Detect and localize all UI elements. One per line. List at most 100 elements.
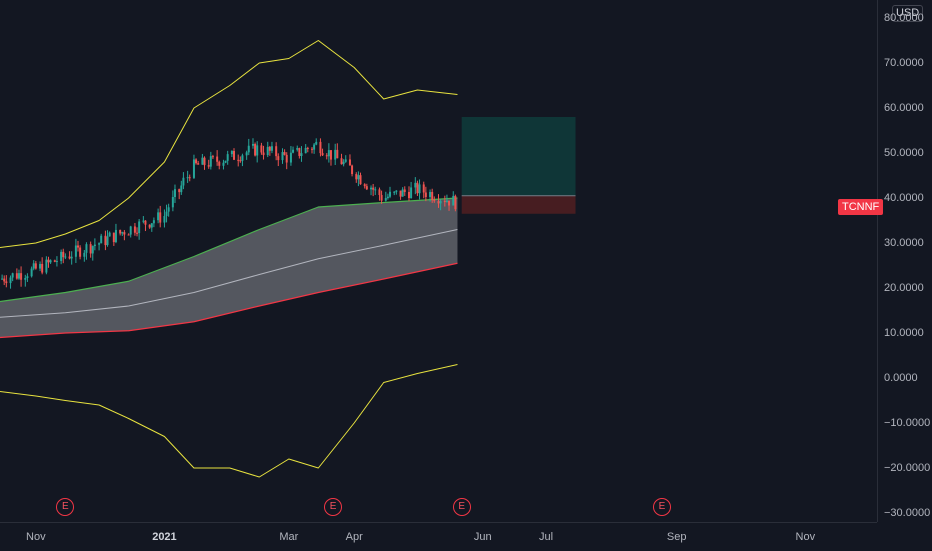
candle-body	[207, 165, 210, 167]
candle-body	[403, 189, 406, 192]
candle-body	[201, 157, 204, 165]
channel-upper-line	[0, 197, 458, 303]
candle-body	[138, 221, 141, 234]
candle-body	[230, 150, 233, 155]
candle-body	[171, 197, 174, 208]
candle-body	[34, 263, 37, 269]
candle-body	[216, 156, 219, 162]
candle-body	[152, 220, 155, 224]
earnings-marker-1[interactable]: E	[56, 498, 75, 516]
candle-body	[173, 189, 176, 198]
candle-body	[60, 251, 63, 262]
candle-body	[336, 149, 339, 159]
candle-body	[218, 161, 221, 166]
candle-body	[224, 160, 227, 163]
candle-body	[150, 223, 153, 228]
candle-body	[98, 243, 101, 245]
candle-body	[77, 245, 80, 248]
candle-body	[433, 200, 436, 202]
candle-body	[148, 224, 151, 228]
candle-body	[254, 144, 257, 156]
candle-body	[47, 259, 50, 263]
candle-body	[342, 161, 345, 165]
channel-fill	[0, 198, 458, 338]
candle-body	[359, 175, 362, 185]
candle-body	[68, 256, 71, 259]
candle-body	[292, 149, 295, 153]
candle-body	[416, 182, 419, 194]
candle-body	[277, 156, 280, 161]
candle-body	[100, 235, 103, 244]
candle-body	[24, 278, 27, 280]
candle-body	[306, 147, 309, 149]
candle-body	[270, 146, 273, 151]
candle-body	[365, 186, 368, 190]
candle-body	[209, 156, 212, 167]
candle-body	[325, 155, 328, 157]
price-tick-label: −10.0000	[884, 417, 931, 429]
candle-body	[260, 145, 263, 153]
candle-body	[55, 261, 58, 263]
candle-body	[281, 152, 284, 161]
time-tick-label: Jun	[473, 531, 492, 543]
candle-body	[211, 156, 214, 158]
candle-body	[30, 268, 33, 277]
candle-body	[104, 235, 107, 246]
earnings-marker-4[interactable]: E	[652, 498, 671, 516]
candle-body	[454, 195, 457, 210]
candle-body	[321, 153, 324, 156]
candle-body	[192, 159, 195, 178]
candle-body	[266, 146, 269, 156]
channel-basis-line	[0, 229, 458, 318]
candle-body	[395, 190, 398, 192]
candle-body	[17, 273, 20, 279]
time-tick-label: Apr	[345, 531, 363, 543]
candle-body	[386, 196, 389, 199]
candle-body	[142, 220, 145, 222]
candle-body	[222, 162, 225, 166]
candle-body	[283, 152, 286, 155]
candle-body	[180, 185, 183, 193]
currency-badge[interactable]: USD	[892, 5, 924, 22]
candle-body	[237, 159, 240, 161]
candle-body	[251, 144, 254, 146]
earnings-marker-2[interactable]: E	[324, 498, 343, 516]
envelope-line-2	[0, 364, 458, 478]
candle-body	[178, 189, 181, 193]
candle-body	[9, 277, 12, 284]
price-tick-label: 30.0000	[884, 237, 924, 249]
candle-body	[186, 177, 189, 179]
candle-body	[407, 191, 410, 199]
candle-body	[311, 148, 314, 150]
price-scale[interactable]	[877, 0, 932, 522]
candle-body	[83, 252, 86, 257]
candle-body	[372, 187, 375, 190]
price-tick-label: 60.0000	[884, 102, 924, 114]
candle-body	[418, 184, 421, 194]
candle-body	[241, 155, 244, 161]
candle-body	[389, 191, 392, 197]
price-tick-label: 80.0000	[884, 12, 924, 24]
candle-body	[114, 229, 117, 243]
candle-body	[422, 184, 425, 193]
candle-body	[119, 229, 122, 234]
candle-body	[443, 200, 446, 202]
profit-zone	[461, 117, 576, 196]
candle-body	[256, 145, 259, 156]
candle-body	[167, 207, 170, 212]
symbol-price-tag: TCNNF	[838, 199, 884, 215]
time-tick-label: Nov	[795, 531, 816, 543]
candle-body	[39, 263, 42, 269]
candle-body	[304, 147, 307, 154]
candle-body	[195, 159, 198, 164]
candle-body	[11, 273, 14, 278]
candle-body	[1, 278, 4, 280]
time-scale[interactable]	[0, 522, 877, 551]
candle-body	[424, 192, 427, 198]
price-tick-label: 10.0000	[884, 327, 924, 339]
candle-body	[437, 201, 440, 204]
earnings-marker-3[interactable]: E	[452, 498, 471, 516]
candle-body	[401, 189, 404, 197]
